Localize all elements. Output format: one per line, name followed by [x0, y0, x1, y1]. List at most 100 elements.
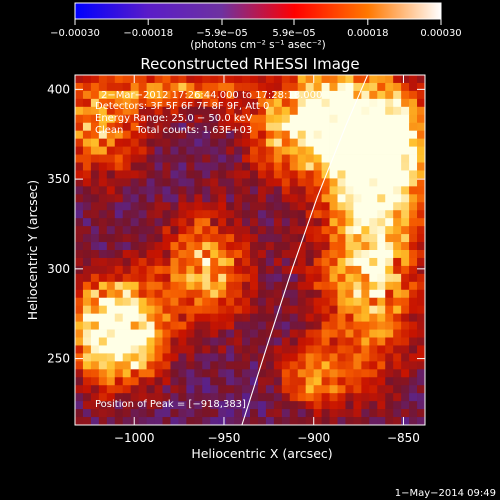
image-pixel	[409, 122, 418, 132]
image-pixel	[289, 138, 299, 147]
image-pixel	[329, 75, 338, 84]
image-pixel	[202, 186, 211, 195]
image-pixel	[242, 250, 251, 259]
image-pixel	[82, 353, 92, 362]
image-pixel	[98, 305, 108, 315]
image-pixel	[417, 202, 425, 211]
image-pixel	[210, 162, 219, 171]
image-pixel	[130, 385, 140, 394]
image-pixel	[250, 417, 259, 425]
image-pixel	[409, 218, 418, 227]
image-pixel	[122, 289, 132, 299]
image-pixel	[265, 242, 275, 251]
image-pixel	[369, 337, 378, 346]
image-pixel	[257, 242, 267, 251]
image-pixel	[401, 138, 410, 147]
image-pixel	[75, 265, 84, 275]
image-pixel	[178, 369, 187, 378]
image-pixel	[250, 82, 259, 92]
image-pixel	[297, 138, 307, 147]
image-pixel	[417, 194, 425, 203]
image-pixel	[210, 194, 219, 203]
image-pixel	[313, 178, 322, 187]
image-pixel	[321, 409, 330, 418]
image-pixel	[234, 417, 243, 425]
image-pixel	[218, 130, 227, 140]
image-pixel	[178, 377, 187, 386]
image-pixel	[75, 90, 84, 100]
image-pixel	[377, 138, 386, 147]
image-pixel	[369, 401, 378, 410]
image-pixel	[170, 250, 179, 259]
image-pixel	[385, 281, 394, 291]
image-pixel	[90, 90, 100, 100]
image-pixel	[409, 329, 418, 338]
image-pixel	[218, 202, 227, 211]
image-pixel	[202, 393, 211, 402]
image-pixel	[90, 98, 100, 108]
image-pixel	[313, 313, 322, 322]
image-pixel	[234, 194, 243, 203]
image-pixel	[106, 281, 116, 291]
image-pixel	[242, 281, 251, 291]
image-pixel	[75, 178, 84, 187]
image-pixel	[90, 409, 100, 418]
image-pixel	[393, 234, 402, 243]
image-pixel	[90, 377, 100, 386]
image-pixel	[265, 345, 275, 354]
image-pixel	[250, 353, 259, 362]
image-pixel	[305, 218, 315, 227]
image-pixel	[369, 114, 378, 124]
image-pixel	[234, 170, 243, 179]
image-pixel	[337, 257, 346, 267]
image-pixel	[218, 186, 227, 195]
image-pixel	[409, 361, 418, 370]
image-pixel	[393, 289, 402, 299]
image-pixel	[194, 146, 203, 155]
image-pixel	[393, 226, 402, 235]
image-pixel	[114, 337, 124, 346]
image-pixel	[130, 313, 140, 322]
image-pixel	[114, 154, 124, 163]
image-pixel	[202, 178, 211, 187]
image-pixel	[401, 321, 410, 330]
image-pixel	[417, 114, 425, 124]
image-pixel	[186, 130, 195, 140]
image-pixel	[242, 385, 251, 394]
image-pixel	[90, 337, 100, 346]
image-pixel	[138, 401, 147, 410]
image-pixel	[98, 345, 108, 354]
image-pixel	[122, 226, 132, 235]
image-pixel	[178, 393, 187, 402]
image-pixel	[162, 353, 171, 362]
image-pixel	[313, 297, 322, 307]
image-pixel	[305, 409, 315, 418]
image-pixel	[178, 265, 187, 275]
image-pixel	[186, 297, 195, 307]
image-pixel	[281, 178, 291, 187]
image-pixel	[353, 202, 362, 211]
image-pixel	[353, 114, 362, 124]
image-pixel	[82, 345, 92, 354]
image-pixel	[162, 417, 171, 425]
image-pixel	[218, 361, 227, 370]
image-pixel	[178, 82, 187, 92]
image-pixel	[138, 409, 147, 418]
image-pixel	[345, 138, 354, 147]
image-pixel	[409, 154, 418, 163]
image-pixel	[361, 218, 370, 227]
image-pixel	[186, 329, 195, 338]
image-pixel	[122, 281, 132, 291]
image-pixel	[321, 82, 330, 92]
image-pixel	[154, 162, 163, 171]
image-pixel	[401, 305, 410, 315]
image-pixel	[361, 297, 370, 307]
image-pixel	[186, 321, 195, 330]
image-pixel	[393, 265, 402, 275]
image-pixel	[393, 130, 402, 140]
image-pixel	[297, 154, 307, 163]
image-pixel	[337, 361, 346, 370]
image-pixel	[82, 329, 92, 338]
image-pixel	[377, 273, 386, 283]
image-pixel	[130, 250, 140, 259]
